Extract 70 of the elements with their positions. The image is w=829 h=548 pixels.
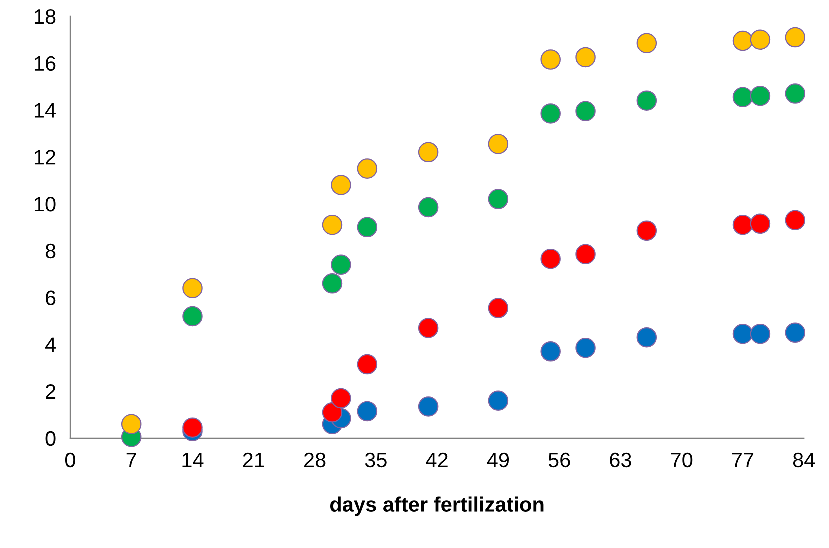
y-tick-label: 8 [46, 244, 56, 259]
y-tick-label: 4 [45, 338, 56, 352]
point [182, 418, 203, 438]
point [750, 30, 771, 50]
point [732, 87, 754, 108]
point [331, 254, 352, 276]
x-tick-label: 63 [610, 452, 632, 468]
point [636, 90, 658, 111]
point [732, 30, 754, 52]
x-tick-label: 14 [182, 453, 204, 468]
x-tick-label: 42 [426, 452, 448, 468]
point [418, 318, 439, 338]
y-tick-label: 14 [34, 103, 56, 118]
point [540, 50, 561, 70]
point [636, 327, 658, 348]
point [576, 244, 596, 265]
point [182, 278, 203, 298]
point [488, 390, 509, 412]
point [540, 104, 561, 124]
x-tick-label: 49 [487, 452, 510, 468]
point [785, 322, 806, 344]
point [636, 33, 658, 54]
point [331, 388, 352, 409]
point [636, 220, 658, 242]
point [357, 217, 378, 238]
y-tick-label: 12 [34, 150, 56, 165]
x-tick-label: 21 [243, 452, 264, 468]
point [322, 274, 343, 294]
x-tick-label: 0 [65, 452, 76, 468]
point [576, 338, 596, 358]
point [488, 298, 509, 318]
point [732, 214, 754, 236]
y-tick-label: 18 [34, 9, 56, 24]
point [418, 396, 439, 417]
point [488, 189, 509, 210]
point [785, 210, 806, 231]
x-tick-label: 77 [732, 453, 754, 468]
x-tick-label: 70 [671, 452, 693, 468]
y-tick-label: 10 [34, 196, 56, 212]
point [357, 401, 378, 422]
point [750, 324, 771, 344]
point [182, 306, 203, 327]
point [540, 342, 561, 362]
point [576, 47, 596, 68]
y-tick-label: 0 [46, 431, 56, 446]
point [785, 84, 806, 104]
point [576, 101, 596, 122]
x-tick-label: 35 [365, 452, 387, 468]
point [322, 214, 343, 236]
x-tick-label: 7 [126, 453, 136, 468]
point [418, 142, 439, 163]
x-tick-label: 28 [304, 452, 326, 468]
point [357, 354, 378, 375]
point [331, 175, 352, 196]
point [540, 248, 561, 270]
x-tick-label: 56 [548, 452, 570, 468]
x-axis-title: days after fertilization [330, 496, 544, 516]
point [322, 402, 343, 423]
y-tick-label: 6 [46, 290, 56, 306]
point [488, 134, 509, 154]
x-tick-label: 84 [793, 452, 816, 468]
point [418, 197, 439, 218]
point [750, 86, 771, 106]
point [357, 158, 378, 179]
point [732, 324, 754, 344]
point [121, 414, 142, 434]
y-tick-label: 2 [46, 384, 56, 400]
point [750, 214, 771, 234]
point [785, 27, 806, 48]
y-tick-label: 16 [34, 56, 56, 72]
